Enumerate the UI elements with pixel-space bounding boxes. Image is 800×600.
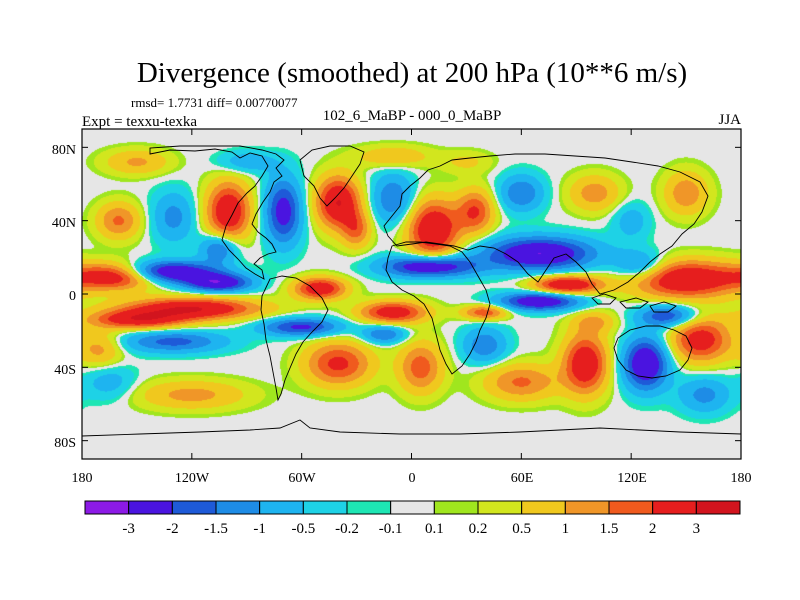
colorbar-label: 2 [649,521,657,537]
map-panel [81,128,742,460]
latitude-axis: 80N 40N 0 40S 80S [52,143,76,451]
stats-label: rmsd= 1.7731 diff= 0.00770077 [131,95,298,110]
colorbar-swatch [608,500,654,515]
lat-tick-label: 40N [52,216,76,231]
longitude-axis: 180 120W 60W 0 60E 120E 180 [72,471,752,486]
colorbar-label: -1 [253,521,266,537]
colorbar-swatch [302,500,348,515]
colorbar-swatch [171,500,217,515]
colorbar-swatch [259,500,304,515]
coastline-greenland [299,145,365,207]
coastline-australia [613,325,693,379]
colorbar-swatch [346,500,392,515]
colorbar-label: 0.2 [469,521,488,537]
colorbar-swatch [84,500,130,515]
axis-ticks [81,129,742,459]
divergence-field [82,129,741,459]
lon-tick-label: 60E [511,471,534,486]
coastline-indonesia [591,293,677,313]
colorbar-swatch [521,500,566,515]
lat-tick-label: 40S [54,363,76,378]
colorbar-swatch [477,500,523,515]
colorbar-swatch [433,500,479,515]
comparison-label: 102_6_MaBP - 000_0_MaBP [323,108,502,124]
lon-tick-label: 180 [72,471,93,486]
colorbar-swatch [390,500,435,515]
season-label: JJA [718,112,741,128]
lon-tick-label: 60W [288,471,316,486]
colorbar-label: -3 [122,521,135,537]
coastline-north-america [149,145,285,280]
colorbar-label: -0.5 [291,521,315,537]
colorbar-label: 1.5 [600,521,619,537]
colorbar-swatch [215,500,261,515]
experiment-label: Expt = texxu-texka [82,114,197,130]
colorbar-swatch [695,500,741,515]
colorbar-label: -1.5 [204,521,228,537]
colorbar-label: -0.2 [335,521,359,537]
coastline-antarctica [82,419,741,437]
colorbar-labels: -3 -2 -1.5 -1 -0.5 -0.2 -0.1 0.1 0.2 0.5 1 1.5 2 3 [122,521,700,537]
colorbar-label: 1 [562,521,570,537]
colorbar [84,500,741,515]
figure-title: Divergence (smoothed) at 200 hPa (10**6 … [137,57,687,89]
lon-tick-label: 180 [731,471,752,486]
lon-tick-label: 120W [175,471,210,486]
colorbar-swatch [128,500,173,515]
lat-tick-label: 80N [52,143,76,158]
colorbar-label: -0.1 [379,521,403,537]
colorbar-label: 3 [693,521,701,537]
colorbar-label: -2 [166,521,179,537]
coastlines [82,145,741,437]
lon-tick-label: 120E [617,471,647,486]
colorbar-swatch [564,500,610,515]
coastline-africa [385,241,491,375]
coastline-europe-asia [383,153,709,295]
lat-tick-label: 0 [69,289,76,304]
coastline-south-america [260,275,329,402]
lat-tick-label: 80S [54,436,76,451]
lon-tick-label: 0 [409,471,416,486]
colorbar-label: 0.5 [512,521,531,537]
colorbar-swatch [652,500,697,515]
colorbar-label: 0.1 [425,521,444,537]
